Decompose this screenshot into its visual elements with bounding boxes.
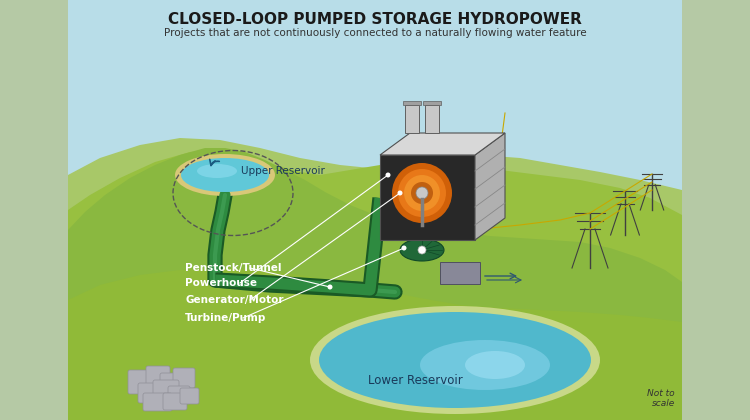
Polygon shape [380, 155, 475, 240]
Polygon shape [68, 150, 682, 420]
Polygon shape [68, 268, 682, 420]
Text: Turbine/Pump: Turbine/Pump [185, 313, 266, 323]
Bar [68, 0, 682, 420]
Circle shape [386, 173, 391, 178]
Ellipse shape [319, 312, 591, 408]
FancyBboxPatch shape [173, 368, 195, 388]
Bar [403, 101, 421, 105]
Text: Powerhouse: Powerhouse [185, 278, 257, 288]
Circle shape [404, 175, 440, 211]
FancyBboxPatch shape [160, 373, 186, 394]
FancyBboxPatch shape [168, 386, 190, 404]
Bar [0, 0, 68, 420]
FancyBboxPatch shape [146, 366, 170, 388]
FancyBboxPatch shape [180, 388, 199, 404]
Circle shape [398, 191, 403, 195]
Text: Penstock/Tunnel: Penstock/Tunnel [185, 263, 281, 273]
Text: CLOSED-LOOP PUMPED STORAGE HYDROPOWER: CLOSED-LOOP PUMPED STORAGE HYDROPOWER [168, 12, 582, 27]
Circle shape [411, 182, 433, 204]
Polygon shape [68, 148, 682, 420]
Text: Upper Reservoir: Upper Reservoir [241, 166, 325, 176]
Ellipse shape [197, 164, 237, 178]
FancyBboxPatch shape [163, 393, 187, 410]
Bar [440, 262, 480, 284]
Circle shape [328, 284, 332, 289]
FancyBboxPatch shape [138, 383, 162, 403]
Ellipse shape [465, 351, 525, 379]
Circle shape [416, 187, 428, 199]
Bar [682, 0, 750, 420]
Circle shape [392, 163, 452, 223]
Bar [405, 105, 419, 133]
Bar [425, 105, 439, 133]
Ellipse shape [420, 340, 550, 390]
Polygon shape [68, 138, 682, 420]
Text: Not to
scale: Not to scale [647, 388, 675, 408]
Polygon shape [475, 133, 505, 240]
Ellipse shape [175, 154, 275, 196]
Text: Generator/Motor: Generator/Motor [185, 295, 284, 305]
Text: Projects that are not continuously connected to a naturally flowing water featur: Projects that are not continuously conne… [164, 28, 586, 38]
Bar [423, 101, 441, 105]
Text: Lower Reservoir: Lower Reservoir [368, 373, 462, 386]
Circle shape [401, 246, 406, 250]
FancyBboxPatch shape [153, 380, 179, 400]
FancyBboxPatch shape [128, 370, 156, 394]
Circle shape [418, 246, 426, 254]
Ellipse shape [181, 158, 269, 192]
Ellipse shape [310, 306, 600, 414]
Circle shape [398, 169, 446, 217]
Polygon shape [380, 133, 505, 155]
FancyBboxPatch shape [143, 393, 172, 411]
Ellipse shape [400, 239, 444, 261]
